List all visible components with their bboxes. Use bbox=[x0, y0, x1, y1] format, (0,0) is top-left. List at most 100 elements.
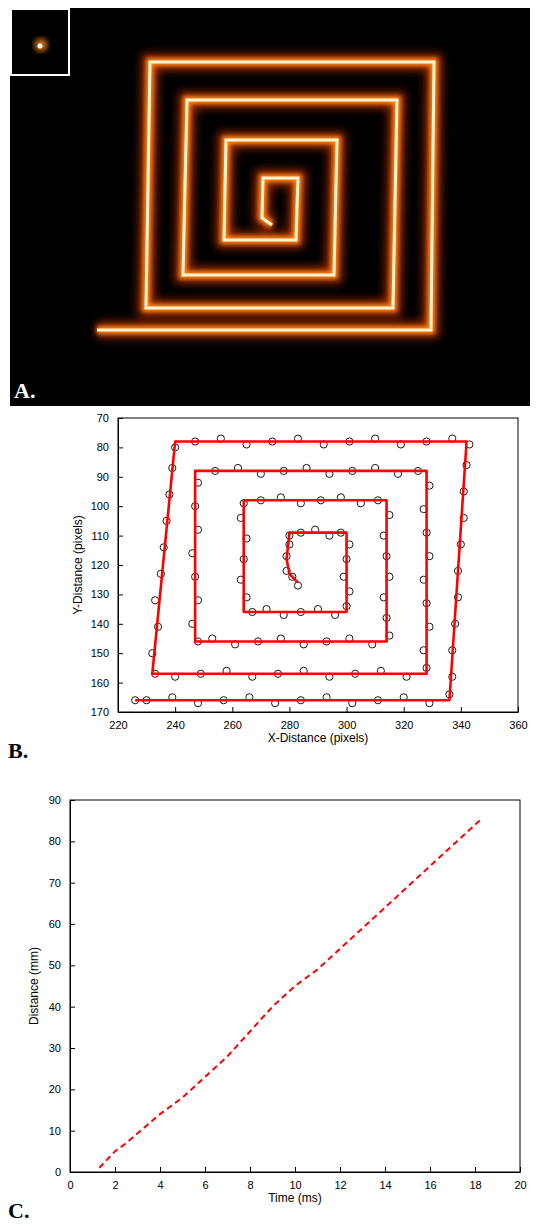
y-tick-label: 170 bbox=[91, 706, 109, 718]
x-tick: 10 bbox=[289, 1167, 301, 1191]
y-tick: 40 bbox=[49, 1001, 75, 1013]
y-tick-mark bbox=[118, 536, 123, 537]
panel-label: B. bbox=[8, 738, 28, 763]
y-tick-label: 40 bbox=[49, 1001, 61, 1013]
glow-spiral-1 bbox=[97, 62, 434, 330]
y-tick-label: 100 bbox=[91, 500, 109, 512]
y-tick: 170 bbox=[91, 706, 123, 718]
y-tick: 150 bbox=[91, 647, 123, 659]
x-tick-mark bbox=[404, 707, 405, 712]
x-tick-label: 0 bbox=[67, 1179, 73, 1191]
y-tick-mark bbox=[70, 1048, 75, 1049]
x-tick-label: 320 bbox=[395, 719, 413, 731]
x-tick-mark bbox=[475, 1167, 476, 1172]
x-tick-mark bbox=[289, 707, 290, 712]
x-tick: 280 bbox=[281, 707, 299, 731]
plot-marks bbox=[99, 819, 482, 1168]
y-tick-mark bbox=[70, 883, 75, 884]
x-tick: 12 bbox=[334, 1167, 346, 1191]
glow-spiral-2 bbox=[97, 62, 434, 330]
photo-panel: A. bbox=[10, 8, 530, 406]
x-tick: 4 bbox=[157, 1167, 163, 1191]
x-tick-label: 2 bbox=[112, 1179, 118, 1191]
y-tick: 70 bbox=[97, 412, 123, 424]
y-tick-label: 90 bbox=[49, 794, 61, 806]
x-tick-mark bbox=[115, 1167, 116, 1172]
x-axis: 0 2 4 6 8 10 12 14 16 18 20 bbox=[67, 1167, 526, 1191]
y-tick: 60 bbox=[49, 918, 75, 930]
y-tick: 160 bbox=[91, 677, 123, 689]
y-tick: 140 bbox=[91, 618, 123, 630]
x-tick-label: 18 bbox=[469, 1179, 481, 1191]
y-tick-mark bbox=[118, 624, 123, 625]
y-axis-line bbox=[70, 801, 71, 1173]
y-tick: 10 bbox=[49, 1125, 75, 1137]
data-line bbox=[135, 442, 466, 701]
y-tick: 110 bbox=[91, 530, 123, 542]
y-tick: 100 bbox=[91, 500, 123, 512]
x-tick: 300 bbox=[338, 707, 356, 731]
x-tick-label: 16 bbox=[424, 1179, 436, 1191]
x-tick-label: 8 bbox=[247, 1179, 253, 1191]
y-axis-title: Y-Distance (pixels) bbox=[71, 515, 85, 615]
x-tick-label: 300 bbox=[338, 719, 356, 731]
y-tick-label: 110 bbox=[91, 530, 109, 542]
panel-label: A. bbox=[14, 378, 35, 403]
y-tick-label: 10 bbox=[49, 1125, 61, 1137]
x-axis-line bbox=[71, 1172, 521, 1173]
y-tick-mark bbox=[70, 841, 75, 842]
y-tick-label: 80 bbox=[49, 835, 61, 847]
y-tick-label: 0 bbox=[55, 1166, 61, 1178]
y-tick-mark bbox=[118, 506, 123, 507]
y-tick-mark bbox=[70, 965, 75, 966]
x-tick: 6 bbox=[202, 1167, 208, 1191]
chart-panel: 2202402602803003203403607080901001101201… bbox=[8, 412, 528, 763]
y-tick-mark bbox=[118, 565, 123, 566]
x-axis-title: X-Distance (pixels) bbox=[268, 731, 369, 745]
y-tick-label: 30 bbox=[49, 1042, 61, 1054]
scatter-point bbox=[294, 582, 301, 589]
x-tick: 260 bbox=[224, 707, 242, 731]
x-tick-mark bbox=[205, 1167, 206, 1172]
x-tick-label: 12 bbox=[334, 1179, 346, 1191]
y-tick: 80 bbox=[49, 835, 75, 847]
figure: A.22024026028030032034036070809010011012… bbox=[0, 0, 538, 1224]
x-axis-line bbox=[119, 712, 519, 713]
y-tick: 90 bbox=[97, 471, 123, 483]
y-tick-label: 160 bbox=[91, 677, 109, 689]
y-tick-label: 90 bbox=[97, 471, 109, 483]
inset-glow bbox=[35, 39, 47, 51]
y-tick-mark bbox=[118, 477, 123, 478]
x-tick-label: 280 bbox=[281, 719, 299, 731]
y-tick: 90 bbox=[49, 794, 75, 806]
x-tick-mark bbox=[175, 707, 176, 712]
x-tick-mark bbox=[250, 1167, 251, 1172]
y-tick-mark bbox=[118, 594, 123, 595]
y-tick: 0 bbox=[55, 1166, 75, 1178]
plot-frame bbox=[70, 800, 520, 1172]
y-tick-mark bbox=[118, 653, 123, 654]
x-tick-label: 220 bbox=[109, 719, 127, 731]
y-tick-label: 50 bbox=[49, 959, 61, 971]
y-tick: 130 bbox=[91, 588, 123, 600]
x-tick-mark bbox=[461, 707, 462, 712]
y-tick-label: 70 bbox=[49, 877, 61, 889]
x-tick-label: 240 bbox=[166, 719, 184, 731]
y-tick: 70 bbox=[49, 877, 75, 889]
inset-spot bbox=[38, 44, 43, 49]
y-tick: 50 bbox=[49, 959, 75, 971]
x-tick-label: 10 bbox=[289, 1179, 301, 1191]
y-tick-label: 80 bbox=[97, 441, 109, 453]
inset-frame bbox=[11, 9, 69, 75]
y-tick-label: 120 bbox=[91, 559, 109, 571]
x-tick: 14 bbox=[379, 1167, 391, 1191]
y-tick: 80 bbox=[97, 441, 123, 453]
y-tick-label: 60 bbox=[49, 918, 61, 930]
x-tick-mark bbox=[520, 1167, 521, 1172]
data-line bbox=[99, 819, 482, 1168]
x-tick: 240 bbox=[166, 707, 184, 731]
y-tick-mark bbox=[118, 418, 123, 419]
x-tick-mark bbox=[340, 1167, 341, 1172]
x-tick-label: 20 bbox=[514, 1179, 526, 1191]
y-tick-mark bbox=[118, 447, 123, 448]
